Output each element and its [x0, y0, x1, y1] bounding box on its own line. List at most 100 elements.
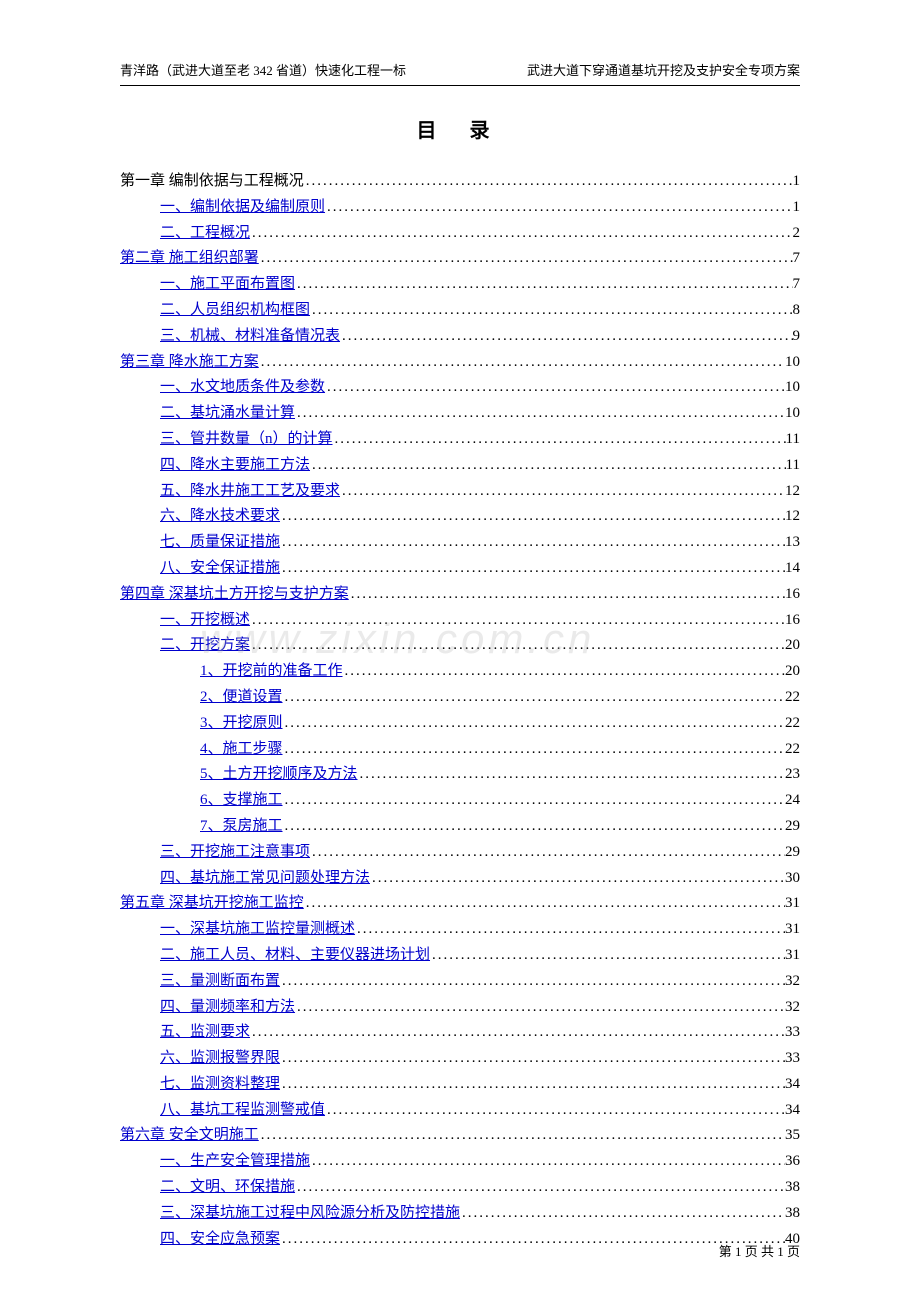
- toc-entry[interactable]: 一、水文地质条件及参数10: [120, 375, 800, 401]
- toc-entry-page: 12: [785, 479, 800, 505]
- toc-entry-label[interactable]: 5、土方开挖顺序及方法: [200, 762, 358, 788]
- toc-entry-label[interactable]: 五、降水井施工工艺及要求: [160, 479, 340, 505]
- toc-entry[interactable]: 第二章 施工组织部署7: [120, 246, 800, 272]
- toc-entry[interactable]: 3、开挖原则 22: [120, 711, 800, 737]
- toc-entry-label[interactable]: 四、安全应急预案: [160, 1227, 280, 1253]
- toc-entry[interactable]: 四、降水主要施工方法11: [120, 453, 800, 479]
- toc-entry[interactable]: 三、量测断面布置32: [120, 969, 800, 995]
- toc-entry-label[interactable]: 二、人员组织机构框图: [160, 298, 310, 324]
- toc-leader: [370, 866, 785, 892]
- toc-entry[interactable]: 六、降水技术要求 12: [120, 504, 800, 530]
- toc-entry[interactable]: 四、基坑施工常见问题处理方法30: [120, 866, 800, 892]
- toc-entry-label[interactable]: 1、开挖前的准备工作: [200, 659, 343, 685]
- toc-entry[interactable]: 4、施工步骤22: [120, 737, 800, 763]
- toc-entry[interactable]: 二、施工人员、材料、主要仪器进场计划31: [120, 943, 800, 969]
- toc-leader: [280, 556, 785, 582]
- toc-entry-label[interactable]: 六、降水技术要求: [160, 504, 280, 530]
- toc-entry-page: 12: [785, 504, 800, 530]
- toc-entry[interactable]: 三、开挖施工注意事项29: [120, 840, 800, 866]
- toc-entry[interactable]: 三、管井数量（n）的计算 11: [120, 427, 800, 453]
- toc-entry-label[interactable]: 二、施工人员、材料、主要仪器进场计划: [160, 943, 430, 969]
- toc-entry[interactable]: 七、质量保证措施13: [120, 530, 800, 556]
- toc-entry[interactable]: 一、编制依据及编制原则1: [120, 195, 800, 221]
- toc-entry-label[interactable]: 七、监测资料整理: [160, 1072, 280, 1098]
- toc-entry[interactable]: 2、便道设置22: [120, 685, 800, 711]
- toc-entry[interactable]: 三、深基坑施工过程中风险源分析及防控措施38: [120, 1201, 800, 1227]
- toc-entry-label[interactable]: 四、基坑施工常见问题处理方法: [160, 866, 370, 892]
- toc-entry[interactable]: 第三章 降水施工方案10: [120, 350, 800, 376]
- toc-entry[interactable]: 四、安全应急预案40: [120, 1227, 800, 1253]
- toc-entry-label[interactable]: 第二章 施工组织部署: [120, 246, 259, 272]
- toc-entry-label[interactable]: 八、安全保证措施: [160, 556, 280, 582]
- toc-leader: [280, 1046, 785, 1072]
- toc-entry[interactable]: 二、文明、环保措施38: [120, 1175, 800, 1201]
- toc-entry[interactable]: 一、施工平面布置图7: [120, 272, 800, 298]
- toc-entry[interactable]: 第五章 深基坑开挖施工监控31: [120, 891, 800, 917]
- toc-entry[interactable]: 5、土方开挖顺序及方法23: [120, 762, 800, 788]
- toc-entry[interactable]: 八、安全保证措施 14: [120, 556, 800, 582]
- toc-entry-label[interactable]: 三、量测断面布置: [160, 969, 280, 995]
- toc-entry[interactable]: 7、泵房施工29: [120, 814, 800, 840]
- toc-entry[interactable]: 第六章 安全文明施工35: [120, 1123, 800, 1149]
- toc-entry-label[interactable]: 五、监测要求: [160, 1020, 250, 1046]
- toc-entry[interactable]: 1、开挖前的准备工作20: [120, 659, 800, 685]
- toc-leader: [295, 995, 785, 1021]
- toc-entry-label[interactable]: 四、降水主要施工方法: [160, 453, 310, 479]
- toc-entry[interactable]: 6、支撑施工24: [120, 788, 800, 814]
- toc-leader: [283, 737, 785, 763]
- toc-entry[interactable]: 一、深基坑施工监控量测概述31: [120, 917, 800, 943]
- toc-entry[interactable]: 三、机械、材料准备情况表9: [120, 324, 800, 350]
- toc-entry-label[interactable]: 三、开挖施工注意事项: [160, 840, 310, 866]
- toc-entry[interactable]: 五、监测要求33: [120, 1020, 800, 1046]
- toc-entry-page: 2: [793, 221, 801, 247]
- toc-entry-page: 22: [785, 711, 800, 737]
- toc-entry-label[interactable]: 四、量测频率和方法: [160, 995, 295, 1021]
- toc-entry-label[interactable]: 3、开挖原则: [200, 711, 283, 737]
- toc-entry-label[interactable]: 一、水文地质条件及参数: [160, 375, 325, 401]
- toc-entry-label[interactable]: 三、管井数量（n）的计算: [160, 427, 333, 453]
- toc-entry[interactable]: 一、开挖概述 16: [120, 608, 800, 634]
- toc-entry-label[interactable]: 二、开挖方案: [160, 633, 250, 659]
- toc-entry-label[interactable]: 二、基坑涌水量计算: [160, 401, 295, 427]
- toc-entry-label[interactable]: 八、基坑工程监测警戒值: [160, 1098, 325, 1124]
- toc-entry[interactable]: 二、人员组织机构框图8: [120, 298, 800, 324]
- toc-entry[interactable]: 七、监测资料整理34: [120, 1072, 800, 1098]
- toc-entry-label[interactable]: 第四章 深基坑土方开挖与支护方案: [120, 582, 349, 608]
- toc-leader: [325, 1098, 785, 1124]
- toc-leader: [349, 582, 785, 608]
- toc-entry-label[interactable]: 2、便道设置: [200, 685, 283, 711]
- toc-entry-label[interactable]: 二、工程概况: [160, 221, 250, 247]
- toc-entry[interactable]: 八、基坑工程监测警戒值34: [120, 1098, 800, 1124]
- toc-entry[interactable]: 二、开挖方案20: [120, 633, 800, 659]
- toc-entry-page: 11: [786, 427, 800, 453]
- toc-entry[interactable]: 二、工程概况 2: [120, 221, 800, 247]
- toc-entry-label[interactable]: 一、深基坑施工监控量测概述: [160, 917, 355, 943]
- toc-entry-label[interactable]: 第六章 安全文明施工: [120, 1123, 259, 1149]
- toc-entry-label[interactable]: 七、质量保证措施: [160, 530, 280, 556]
- toc-leader: [259, 1123, 785, 1149]
- toc-entry-label[interactable]: 一、开挖概述: [160, 608, 250, 634]
- toc-entry-label[interactable]: 一、编制依据及编制原则: [160, 195, 325, 221]
- toc-entry-label[interactable]: 4、施工步骤: [200, 737, 283, 763]
- toc-entry-label[interactable]: 6、支撑施工: [200, 788, 283, 814]
- toc-entry-label[interactable]: 二、文明、环保措施: [160, 1175, 295, 1201]
- toc-entry[interactable]: 第四章 深基坑土方开挖与支护方案16: [120, 582, 800, 608]
- toc-entry-label[interactable]: 一、生产安全管理措施: [160, 1149, 310, 1175]
- toc-entry-label[interactable]: 第五章 深基坑开挖施工监控: [120, 891, 304, 917]
- toc-entry-label[interactable]: 第三章 降水施工方案: [120, 350, 259, 376]
- toc-entry[interactable]: 二、基坑涌水量计算10: [120, 401, 800, 427]
- toc-entry-label[interactable]: 一、施工平面布置图: [160, 272, 295, 298]
- toc-entry[interactable]: 六、监测报警界限33: [120, 1046, 800, 1072]
- toc-leader: [259, 246, 793, 272]
- toc-entry-page: 14: [785, 556, 800, 582]
- toc-leader: [259, 350, 785, 376]
- toc-entry-page: 16: [785, 608, 800, 634]
- toc-entry-label[interactable]: 三、深基坑施工过程中风险源分析及防控措施: [160, 1201, 460, 1227]
- toc-entry[interactable]: 一、生产安全管理措施36: [120, 1149, 800, 1175]
- toc-entry-label[interactable]: 三、机械、材料准备情况表: [160, 324, 340, 350]
- toc-entry[interactable]: 四、量测频率和方法32: [120, 995, 800, 1021]
- toc-leader: [280, 1227, 785, 1253]
- toc-entry-label[interactable]: 7、泵房施工: [200, 814, 283, 840]
- toc-entry-label[interactable]: 六、监测报警界限: [160, 1046, 280, 1072]
- toc-entry[interactable]: 五、降水井施工工艺及要求 12: [120, 479, 800, 505]
